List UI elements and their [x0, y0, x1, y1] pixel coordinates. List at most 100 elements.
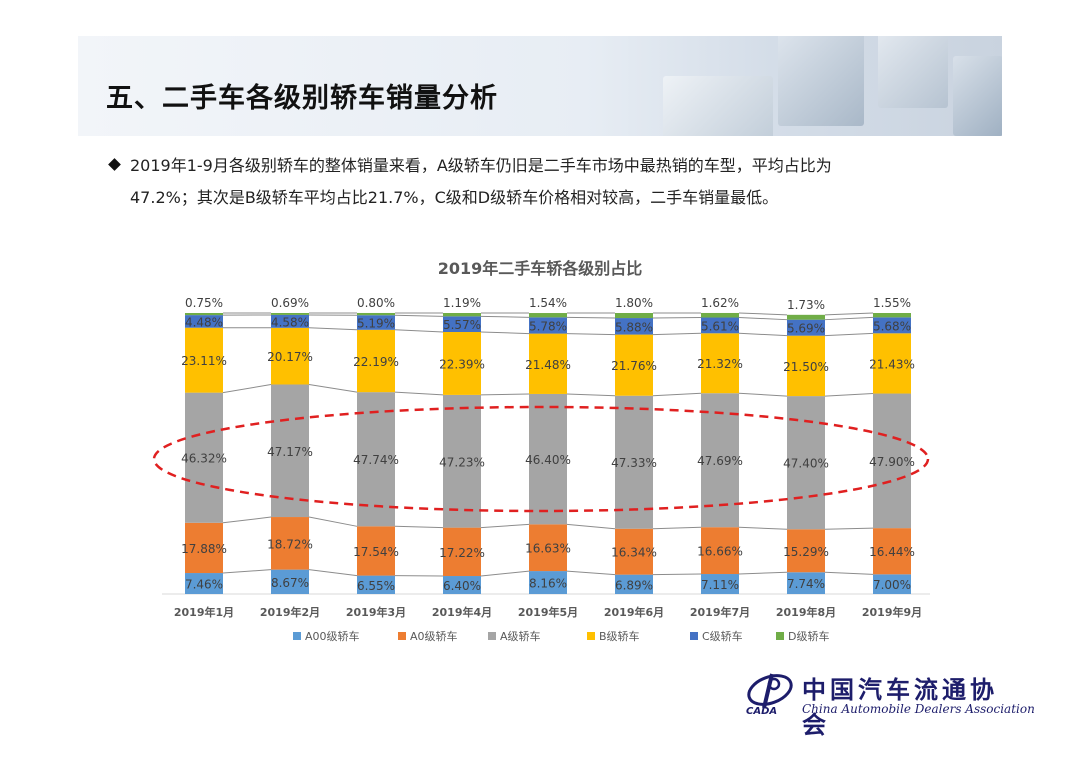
bar-segment [615, 395, 653, 529]
legend-swatch [690, 632, 698, 640]
legend-swatch [293, 632, 301, 640]
series-line [308, 327, 358, 331]
banner-decoration [953, 56, 1002, 136]
bar-segment [615, 574, 653, 594]
bar-segment [357, 329, 395, 393]
bar-segment [529, 313, 567, 318]
bar-segment [185, 327, 223, 393]
data-label: 47.90% [869, 455, 915, 469]
bar-segment [787, 529, 825, 573]
series-line [222, 569, 272, 574]
bar-segment [443, 394, 481, 528]
data-label: 7.46% [185, 578, 223, 592]
bar-segment [787, 335, 825, 397]
series-line [566, 570, 616, 576]
data-label: 21.50% [783, 360, 829, 374]
data-label: 5.57% [443, 318, 481, 332]
data-label: 4.48% [185, 315, 223, 329]
series-line [738, 317, 788, 321]
data-label: 7.74% [787, 577, 825, 591]
summary-line-2: 47.2%；其次是B级轿车平均占比21.7%，C级和D级轿车价格相对较高，二手车… [130, 188, 779, 207]
data-label: 0.80% [357, 296, 395, 310]
bar-segment [529, 393, 567, 525]
series-line [824, 571, 874, 575]
x-tick-label: 2019年9月 [862, 605, 922, 619]
legend-swatch [776, 632, 784, 640]
series-line [566, 333, 616, 336]
data-label: 18.72% [267, 537, 313, 551]
data-label: 17.54% [353, 545, 399, 559]
data-label: 4.58% [271, 315, 309, 329]
data-label: 21.76% [611, 359, 657, 373]
data-label: 5.19% [357, 317, 395, 331]
data-label: 17.88% [181, 542, 227, 556]
page-title: 五、二手车各级别轿车销量分析 [106, 83, 498, 114]
data-label: 47.74% [353, 453, 399, 467]
bar-segment [357, 312, 395, 316]
legend-swatch [488, 632, 496, 640]
banner-decoration [878, 36, 948, 108]
bar-segment [873, 313, 911, 318]
x-tick-label: 2019年4月 [432, 605, 492, 619]
title-banner: 五、二手车各级别轿车销量分析 [78, 36, 1002, 136]
bar-segment [271, 569, 309, 594]
series-line [824, 312, 874, 316]
data-label: 47.23% [439, 455, 485, 469]
legend-swatch [398, 632, 406, 640]
series-line [652, 392, 702, 397]
data-label: 6.55% [357, 579, 395, 593]
legend-label: A0级轿车 [410, 629, 458, 643]
series-line [738, 392, 788, 397]
bar-segment [271, 384, 309, 518]
bar-segment [185, 392, 223, 523]
bar-segment [529, 571, 567, 594]
series-line [824, 332, 874, 337]
bar-segment [873, 393, 911, 529]
bar-segment [185, 315, 223, 328]
bar-segment [443, 331, 481, 395]
series-line [308, 383, 358, 393]
data-label: 5.68% [873, 319, 911, 333]
x-tick-label: 2019年1月 [174, 605, 234, 619]
data-label: 16.34% [611, 546, 657, 560]
series-line [480, 315, 530, 318]
data-label: 8.16% [529, 577, 567, 591]
series-line [738, 526, 788, 530]
series-line [738, 312, 788, 316]
legend-label: B级轿车 [599, 629, 640, 643]
bar-segment [701, 574, 739, 594]
data-label: 22.39% [439, 357, 485, 371]
data-label: 46.32% [181, 452, 227, 466]
bar-segment [701, 527, 739, 575]
data-label: 47.33% [611, 456, 657, 470]
bar-segment [357, 526, 395, 576]
bar-segment [787, 314, 825, 320]
series-line [824, 393, 874, 397]
logo-abbr: CADA [746, 706, 778, 717]
data-label: 6.40% [443, 579, 481, 593]
series-line [222, 516, 272, 524]
bar-segment [271, 517, 309, 570]
banner-decoration [663, 76, 773, 136]
data-label: 5.78% [529, 319, 567, 333]
data-label: 7.00% [873, 578, 911, 592]
data-label: 5.61% [701, 319, 739, 333]
legend-label: C级轿车 [702, 629, 743, 643]
bar-segment [529, 317, 567, 334]
data-label: 47.69% [697, 454, 743, 468]
bar-segment [443, 316, 481, 332]
series-line [824, 316, 874, 321]
bar-segment [873, 528, 911, 575]
bar-segment [873, 574, 911, 594]
data-label: 47.17% [267, 445, 313, 459]
legend-label: A00级轿车 [305, 629, 360, 643]
data-label: 1.54% [529, 296, 567, 310]
legend-label: D级轿车 [788, 629, 829, 643]
series-line [566, 523, 616, 530]
bar-segment [185, 313, 223, 316]
bar-segment [443, 576, 481, 594]
data-label: 47.40% [783, 457, 829, 471]
highlight-ellipse [152, 405, 930, 513]
data-label: 16.66% [697, 545, 743, 559]
bar-segment [701, 333, 739, 394]
